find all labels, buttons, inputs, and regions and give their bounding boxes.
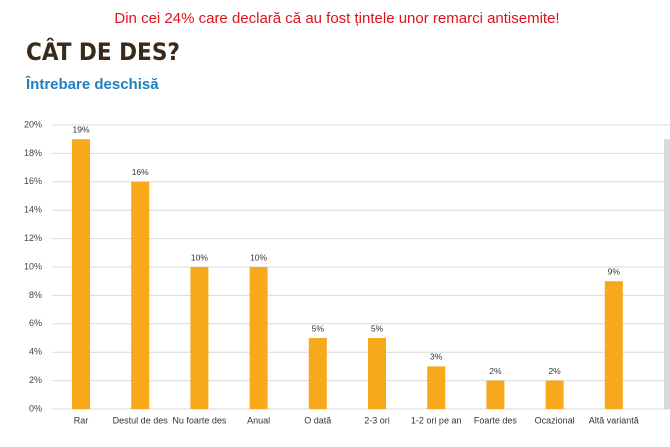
value-label: 19% <box>72 124 89 134</box>
y-tick-label: 0% <box>29 403 42 413</box>
annotation: Din cei 24% care declară că au fost țint… <box>114 10 559 27</box>
y-tick-label: 2% <box>29 375 42 385</box>
bar <box>131 181 150 409</box>
bar <box>72 139 90 409</box>
y-tick-label: 10% <box>24 261 42 271</box>
bar <box>249 267 268 409</box>
y-tick-label: 12% <box>24 233 42 243</box>
bar <box>486 380 505 409</box>
value-label: 5% <box>312 323 325 333</box>
y-tick-label: 18% <box>24 148 42 158</box>
bar <box>368 338 386 409</box>
chart-subtitle: Întrebare deschisă <box>25 75 159 93</box>
y-tick-label: 4% <box>29 347 42 357</box>
value-label: 10% <box>191 252 208 262</box>
value-label: 5% <box>371 323 384 333</box>
chart-title: CÂT DE DES? <box>26 37 180 66</box>
x-tick-label: 2-3 ori <box>364 415 390 425</box>
x-tick-label: Destul de des <box>113 415 169 425</box>
y-tick-label: 20% <box>24 119 42 129</box>
x-tick-label: Rar <box>74 415 89 425</box>
bar <box>190 267 209 409</box>
x-tick-label: O dată <box>304 415 331 425</box>
x-tick-label: Foarte des <box>474 415 518 425</box>
x-tick-label: Ocazional <box>535 415 575 425</box>
y-tick-label: 6% <box>29 318 42 328</box>
x-tick-label: Altă variantă <box>589 415 639 425</box>
bar <box>664 139 670 409</box>
value-label: 3% <box>430 352 443 362</box>
value-label: 16% <box>132 167 149 177</box>
bar <box>604 281 623 409</box>
x-tick-label: Anual <box>247 415 270 425</box>
y-tick-label: 8% <box>29 290 42 300</box>
x-tick-label: 1-2 ori pe an <box>411 415 462 425</box>
y-tick-label: 16% <box>24 176 42 186</box>
value-label: 10% <box>250 252 267 262</box>
value-label: 2% <box>548 366 561 376</box>
value-label: 2% <box>489 366 502 376</box>
value-label: 9% <box>608 266 621 276</box>
bar <box>545 380 564 409</box>
bar <box>308 338 327 409</box>
x-tick-label: Nu foarte des <box>172 415 227 425</box>
bar <box>427 366 446 409</box>
y-tick-label: 14% <box>24 205 42 215</box>
